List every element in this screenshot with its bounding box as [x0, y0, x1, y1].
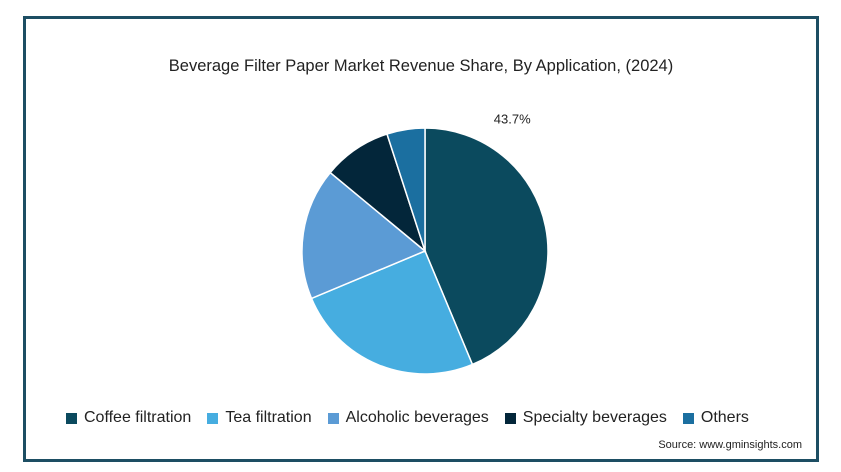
- chart-frame: Beverage Filter Paper Market Revenue Sha…: [23, 16, 819, 462]
- legend-swatch: [682, 412, 694, 424]
- legend-label: Others: [700, 409, 749, 426]
- legend-label: Specialty beverages: [522, 409, 667, 426]
- legend-item-coffee-filtration: Coffee filtration: [66, 409, 191, 427]
- pie-slice-others: [386, 127, 426, 252]
- pie-slice-alcoholic-beverages: [301, 171, 427, 300]
- chart-legend: Coffee filtration Tea filtration Alcoholic…: [66, 409, 765, 427]
- legend-item-tea-filtration: Tea filtration: [207, 409, 312, 427]
- legend-swatch: [207, 412, 219, 424]
- legend-swatch: [504, 412, 516, 424]
- legend-swatch: [66, 412, 77, 424]
- legend-item-specialty-beverages: Specialty beverages: [504, 409, 667, 427]
- legend-label: Alcoholic beverages: [345, 409, 489, 426]
- pie-chart: 43.7%: [301, 111, 549, 375]
- legend-item-others: Others: [682, 409, 749, 427]
- legend-swatch: [327, 412, 339, 424]
- data-label-coffee-filtration: 43.7%: [494, 111, 531, 126]
- legend-label: Tea filtration: [225, 409, 312, 426]
- legend-item-alcoholic-beverages: Alcoholic beverages: [327, 409, 489, 427]
- chart-title: Beverage Filter Paper Market Revenue Sha…: [168, 57, 674, 75]
- legend-label: Coffee filtration: [84, 409, 192, 426]
- pie-slice-coffee-filtration: [424, 127, 549, 366]
- source-note: Source: www.gminsights.com: [658, 439, 802, 451]
